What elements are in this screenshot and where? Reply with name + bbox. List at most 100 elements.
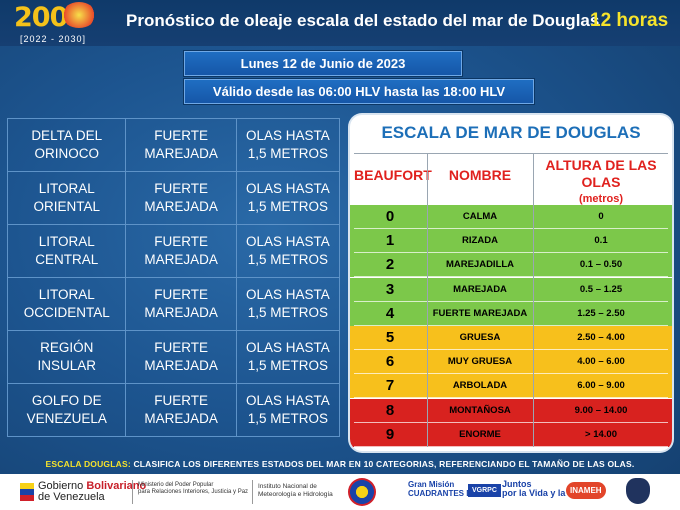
beaufort-level: 0 [385, 208, 395, 225]
institute-line-1: Instituto Nacional de [258, 483, 317, 490]
juntos-line-1: Juntos [502, 479, 532, 489]
scale-row: 8 MONTAÑOSA 9.00 – 14.00 [350, 398, 672, 423]
scale-row: 6 MUY GRUESA 4.00 – 6.00 [350, 350, 672, 375]
beaufort-level: 7 [385, 377, 395, 395]
sea-state: FUERTE MAREJADA [125, 277, 237, 331]
col-height-label: ALTURA DE LAS OLAS [545, 157, 657, 190]
wave-height-line: 1,5 METROS [247, 305, 329, 320]
vgrpc-logo: VGRPC [468, 484, 501, 497]
wave-height-line: 1,5 METROS [247, 252, 329, 267]
note-text: CLASIFICA LOS DIFERENTES ESTADOS DEL MAR… [133, 459, 635, 469]
region-zone-line: ORINOCO [34, 146, 99, 161]
region-row: REGIÓN INSULAR FUERTE MAREJADA OLAS HASTA 1,5… [6, 330, 341, 384]
region-zone: LITORAL ORIENTAL [6, 171, 127, 225]
scale-row: 4 FUERTE MAREJADA 1.25 – 2.50 [350, 301, 672, 326]
sea-state-line: FUERTE [154, 393, 208, 408]
region-zone: LITORAL OCCIDENTAL [6, 277, 127, 331]
sea-state-line: FUERTE [154, 128, 208, 143]
ministry-line-1: Ministerio del Poder Popular [138, 482, 214, 488]
wave-height: OLAS HASTA 1,5 METROS [235, 383, 341, 437]
gobierno-logo: Gobierno Bolivariano de Venezuela [38, 481, 146, 503]
sea-state-name: MONTAÑOSA [449, 404, 511, 416]
sea-state-name: MUY GRUESA [447, 356, 513, 368]
sea-state-line: MAREJADA [144, 252, 218, 267]
region-zone-line: CENTRAL [35, 252, 99, 267]
sea-state-line: FUERTE [154, 181, 208, 196]
sea-state-line: MAREJADA [144, 411, 218, 426]
region-zone-line: VENEZUELA [26, 411, 107, 426]
gob-text-a: Gobierno [38, 480, 87, 492]
date-label: Lunes 12 de Junio de 2023 [184, 51, 462, 76]
region-zone-line: DELTA DEL [31, 128, 103, 143]
region-zone: DELTA DEL ORINOCO [6, 118, 127, 172]
divider [354, 421, 668, 423]
region-row: LITORAL CENTRAL FUERTE MAREJADA OLAS HASTA 1,… [6, 224, 341, 278]
beaufort-level: 2 [385, 256, 395, 274]
scale-title: ESCALA DE MAR DE DOUGLAS [381, 123, 641, 142]
sea-state-line: MAREJADA [144, 358, 218, 373]
bicentennial-logo: 200 [2022 - 2030] [14, 2, 114, 46]
douglas-scale-panel: ESCALA DE MAR DE DOUGLAS BEAUFORT NOMBRE… [350, 115, 672, 451]
note-label: ESCALA DOUGLAS: [45, 459, 131, 469]
divider [132, 480, 133, 504]
gob-text-c: de Venezuela [38, 491, 105, 503]
wave-height-line: OLAS HASTA [245, 234, 330, 249]
gob-text-b: Bolivariano [86, 480, 147, 492]
footer-logos: Gobierno Bolivariano de Venezuela Minist… [0, 474, 680, 510]
scale-row: 5 GRUESA 2.50 – 4.00 [350, 326, 672, 350]
wave-height-range: 0.5 – 1.25 [579, 283, 623, 295]
scale-row: 2 MAREJADILLA 0.1 – 0.50 [350, 253, 672, 278]
col-name: NOMBRE [448, 167, 512, 183]
wave-height-range: 2.50 – 4.00 [577, 332, 625, 343]
divider [354, 373, 668, 375]
divider [427, 153, 428, 447]
venezuela-flag-icon [20, 483, 34, 501]
divider [354, 252, 668, 254]
divider [533, 153, 534, 447]
sea-state: FUERTE MAREJADA [125, 224, 237, 278]
divider [354, 397, 668, 399]
divider [252, 480, 253, 504]
scale-row: 9 ENORME > 14.00 [350, 422, 672, 447]
sea-state-line: FUERTE [154, 287, 208, 302]
scale-row: 1 RIZADA 0.1 [350, 229, 672, 254]
wave-height-line: 1,5 METROS [247, 358, 329, 373]
sea-state: FUERTE MAREJADA [125, 171, 237, 225]
sea-state-name: ARBOLADA [452, 380, 508, 392]
divider [354, 276, 668, 278]
region-zone-line: LITORAL [38, 181, 95, 196]
sea-state-line: MAREJADA [144, 146, 218, 161]
divider [354, 300, 668, 302]
region-zone-line: GOLFO DE [31, 393, 102, 408]
wave-height-line: OLAS HASTA [245, 393, 330, 408]
region-zone-line: INSULAR [37, 358, 96, 373]
sea-state-name: ENORME [459, 428, 501, 440]
region-zone-line: LITORAL [38, 234, 95, 249]
wave-height-range: 6.00 – 9.00 [577, 380, 625, 392]
sea-state-line: MAREJADA [144, 199, 218, 214]
wave-height: OLAS HASTA 1,5 METROS [235, 118, 341, 172]
sea-state-name: MAREJADA [453, 283, 507, 295]
sea-state: FUERTE MAREJADA [125, 118, 237, 172]
divider [354, 228, 668, 229]
beaufort-level: 3 [385, 280, 395, 298]
institute-label: Instituto Nacional de Meteorología e Hid… [258, 483, 333, 499]
region-forecast-table: DELTA DEL ORINOCO FUERTE MAREJADA OLAS HASTA… [6, 118, 341, 437]
divider [354, 324, 668, 326]
wave-height-range: 0.1 – 0.50 [579, 259, 623, 271]
sea-state-line: FUERTE [154, 340, 208, 355]
beaufort-level: 9 [385, 425, 395, 443]
region-zone-line: REGIÓN [40, 340, 94, 355]
ministry-line-2: para Relaciones Interiores, Justicia y P… [138, 489, 249, 495]
col-beaufort: BEAUFORT [354, 167, 432, 183]
beaufort-level: 5 [385, 329, 395, 346]
sea-state-name: CALMA [462, 211, 498, 222]
wave-height-line: OLAS HASTA [245, 128, 330, 143]
wave-height: OLAS HASTA 1,5 METROS [235, 171, 341, 225]
sea-state-name: RIZADA [462, 235, 498, 247]
page-title: Pronóstico de oleaje escala del estado d… [126, 11, 600, 30]
wave-height: OLAS HASTA 1,5 METROS [235, 224, 341, 278]
wave-height-line: OLAS HASTA [245, 181, 330, 196]
region-row: LITORAL OCCIDENTAL FUERTE MAREJADA OLAS HAST… [6, 277, 341, 331]
wave-height-line: 1,5 METROS [247, 146, 329, 161]
